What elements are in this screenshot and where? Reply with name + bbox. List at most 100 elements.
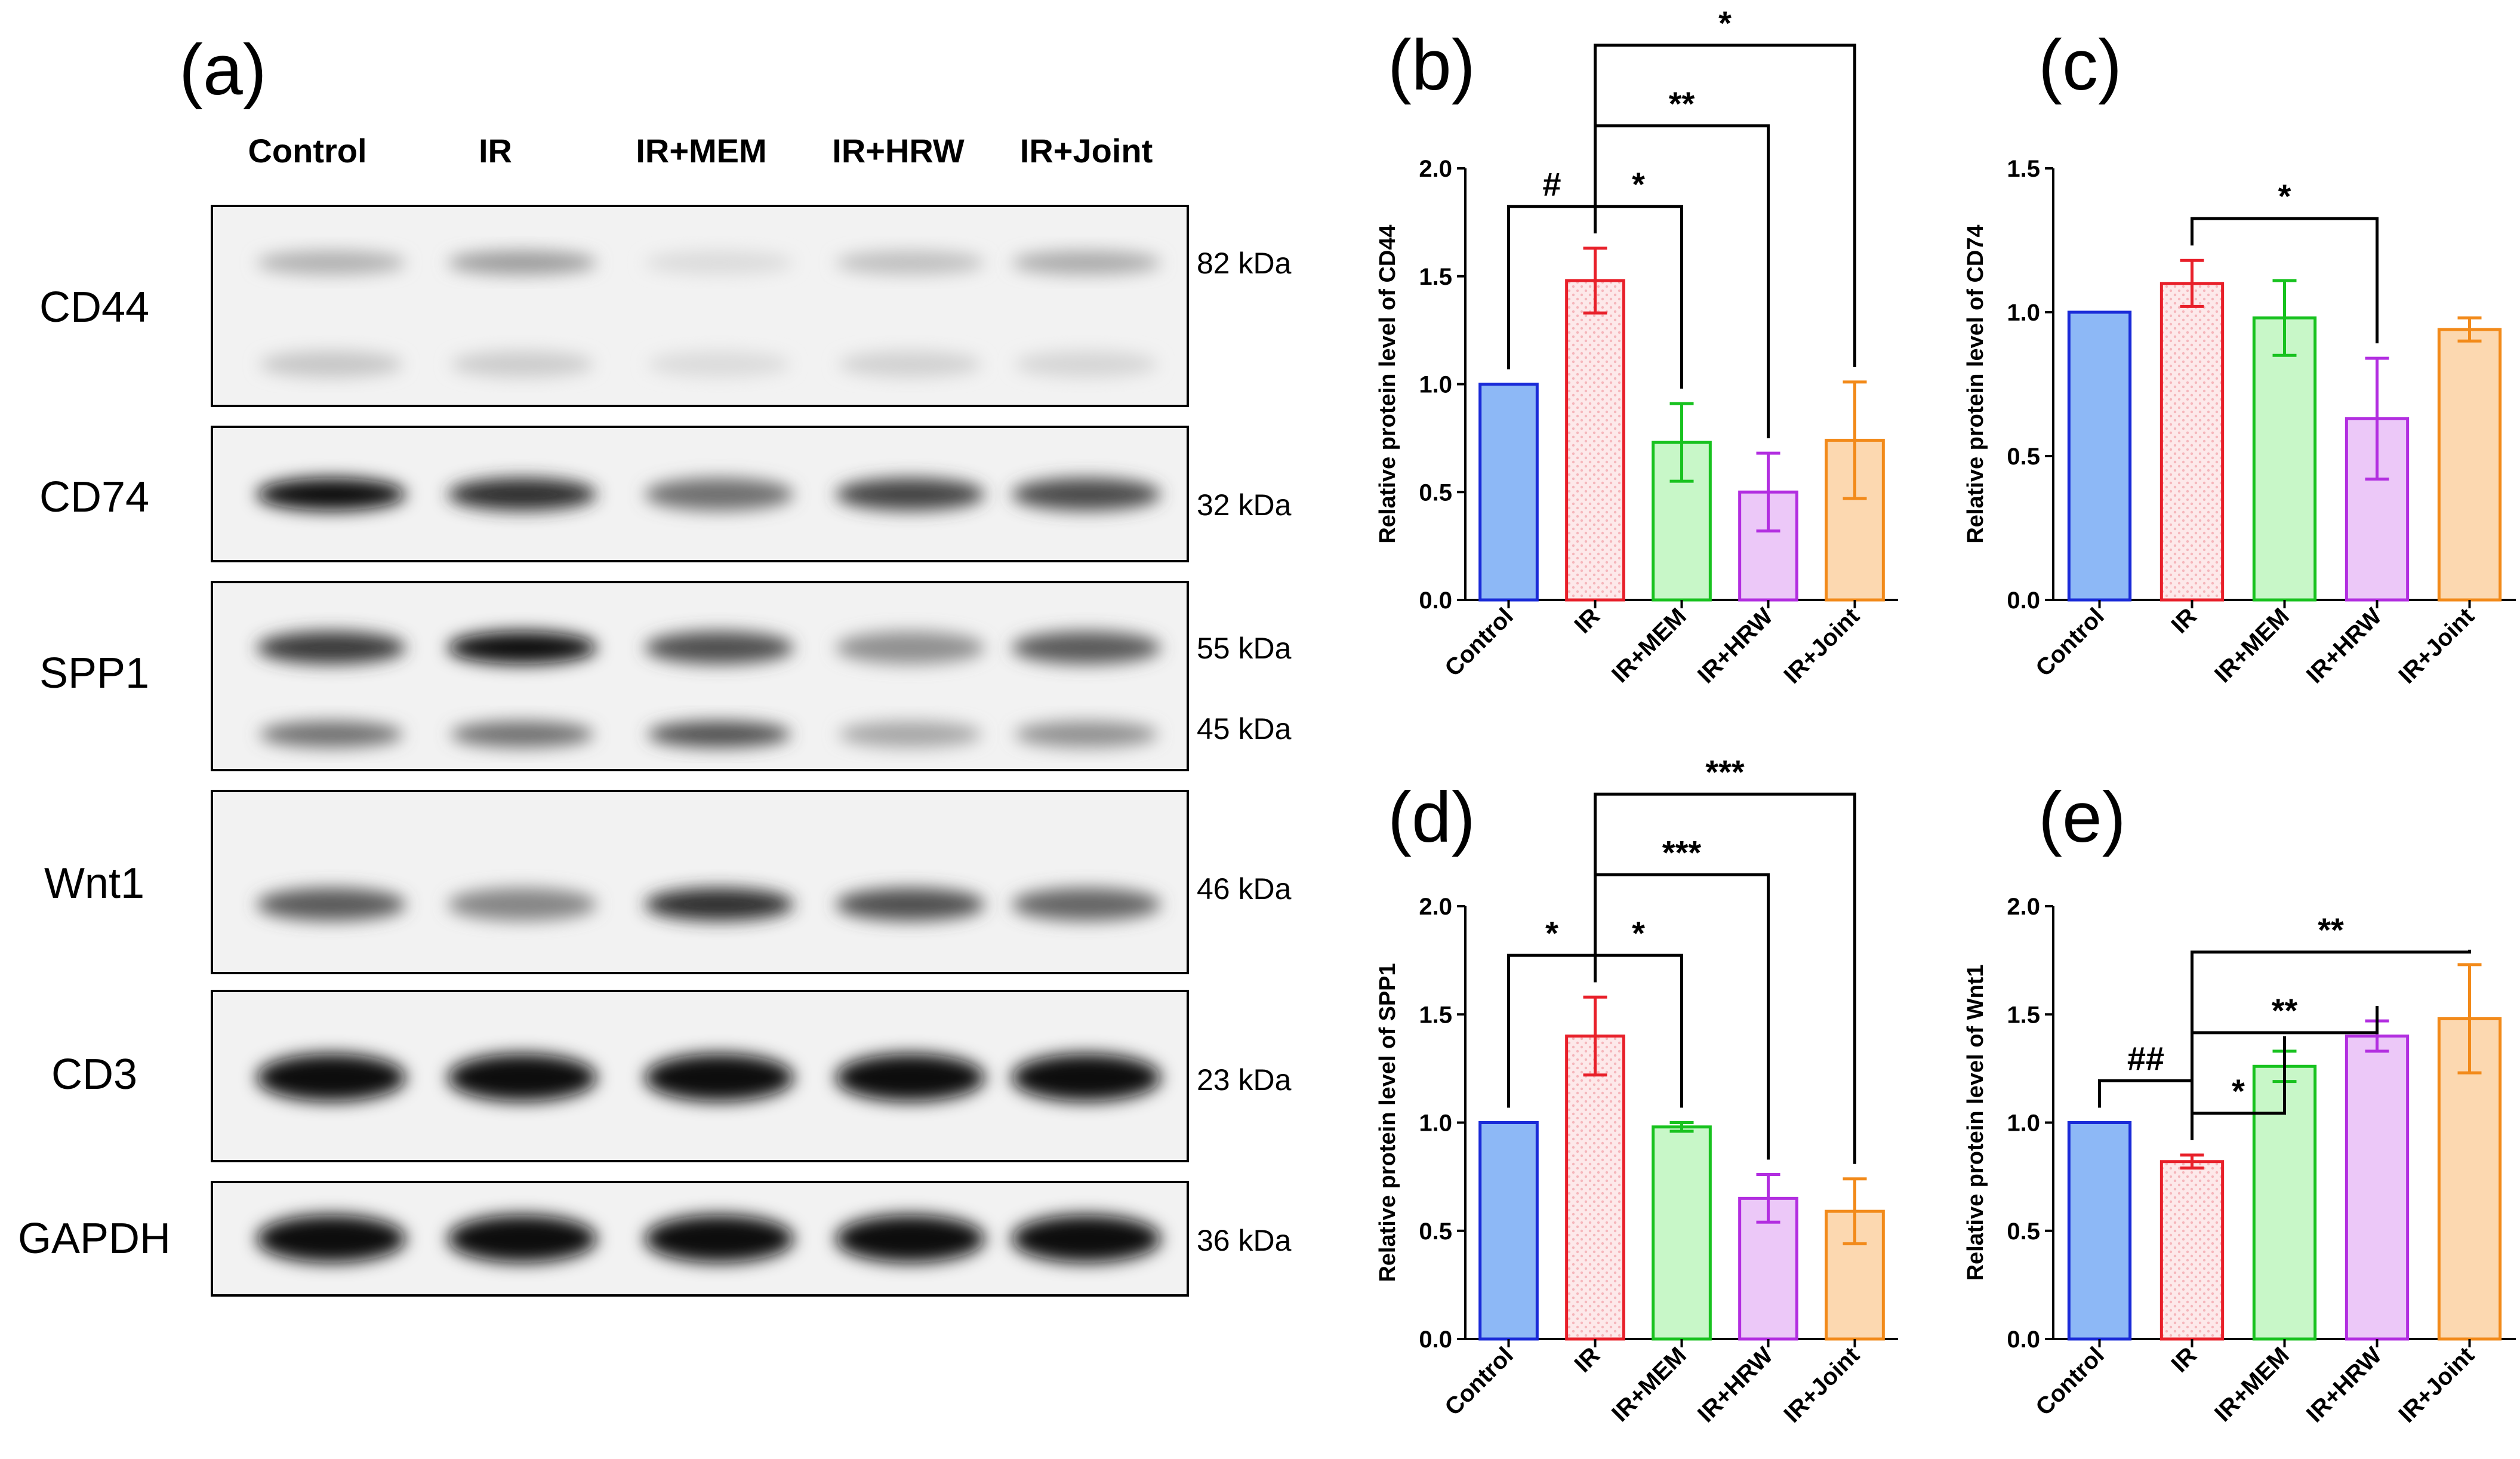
blot-band: [836, 888, 985, 921]
kda-label: 32 kDa: [1197, 488, 1292, 522]
blot-strip: [211, 205, 1189, 407]
y-tick-label: 0.5: [2007, 1218, 2040, 1245]
bar: [2345, 1035, 2410, 1341]
y-tick-label: 1.0: [1419, 1110, 1452, 1137]
lane-label: IR+Joint: [1020, 132, 1153, 170]
bar: [2437, 328, 2502, 602]
blot-strip: [211, 990, 1189, 1162]
blot-band: [257, 888, 406, 921]
blot-band: [645, 631, 794, 664]
y-tick-label: 0.5: [2007, 444, 2040, 470]
x-tick-label: IR+HRW: [1693, 603, 1778, 688]
western-blot-panel: (a) Control IR IR+MEM IR+HRW IR+Joint CD44 82 k…: [18, 30, 1292, 1297]
bar: [2067, 1121, 2132, 1341]
significance-label: *: [2232, 1072, 2245, 1110]
blot-band: [257, 1215, 406, 1263]
blot-band: [1012, 631, 1161, 664]
x-tick-label: IR+HRW: [2302, 603, 2387, 688]
y-tick-label: 1.5: [1419, 264, 1452, 290]
significance-label: #: [1542, 165, 1561, 203]
y-tick-label: 2.0: [1419, 894, 1452, 920]
panel-label: (e): [2038, 777, 2126, 857]
y-tick-label: 0.0: [2007, 1326, 2040, 1353]
y-tick-label: 1.5: [2007, 1002, 2040, 1028]
protein-label: Wnt1: [44, 860, 144, 907]
blot-band: [448, 1054, 597, 1101]
blot-band: [1012, 1054, 1161, 1101]
x-tick-label: IR: [2166, 603, 2201, 638]
kda-label: 55 kDa: [1197, 632, 1292, 665]
y-axis-label: Relative protein level of Wnt1: [1963, 965, 1988, 1281]
blot-band: [448, 631, 597, 664]
chart-3: (e) 0.0 0.5 1.0 1.5 2.0 Relative protein level…: [1963, 777, 2516, 1428]
y-tick-label: 2.0: [2007, 894, 2040, 920]
blot-band: [257, 1054, 406, 1101]
blot-band: [1012, 1215, 1161, 1263]
significance-label: *: [1718, 4, 1732, 42]
x-tick-label: IR+Joint: [2393, 603, 2479, 688]
y-axis-label: Relative protein level of CD74: [1963, 224, 1988, 543]
blot-band: [257, 631, 406, 664]
blot-strip: [211, 790, 1189, 974]
chart-1: (c) 0.0 0.5 1.0 1.5 Relative protein level of…: [1963, 25, 2516, 689]
blot-band-lower: [1015, 351, 1158, 377]
kda-label: 36 kDa: [1197, 1224, 1292, 1257]
significance-bracket: [2191, 949, 2471, 1140]
bar: [2067, 310, 2132, 602]
y-tick-label: 2.0: [1419, 156, 1452, 182]
bar: [1652, 1125, 1712, 1341]
x-tick-label: Control: [2031, 1342, 2109, 1421]
blot-band-lower: [260, 351, 403, 377]
lane-label: IR: [479, 132, 512, 170]
blot-band: [448, 888, 597, 921]
blot-strip: [211, 581, 1189, 771]
blot-frame: [211, 790, 1189, 974]
significance-label: **: [1669, 85, 1695, 122]
lane-label: IR+MEM: [636, 132, 766, 170]
significance-bracket: [1594, 792, 1856, 1164]
blot-band-lower: [1015, 721, 1158, 747]
bar: [1565, 279, 1625, 602]
x-tick-label: Control: [2031, 603, 2109, 682]
blot-band-lower: [260, 721, 403, 747]
x-tick-label: Control: [1440, 603, 1518, 682]
protein-label: CD74: [39, 473, 149, 521]
significance-label: *: [1632, 914, 1645, 952]
blot-band-lower: [648, 721, 791, 747]
significance-label: *: [2278, 177, 2291, 215]
significance-label: ***: [1662, 833, 1702, 871]
kda-label: 46 kDa: [1197, 872, 1292, 906]
blot-strip: [211, 426, 1189, 562]
y-tick-label: 0.5: [1419, 1218, 1452, 1245]
lane-label: IR+HRW: [832, 132, 965, 170]
kda-label: 82 kDa: [1197, 247, 1292, 280]
x-tick-label: IR+HRW: [1693, 1342, 1778, 1427]
significance-bracket: [2191, 217, 2379, 344]
blot-band: [836, 251, 985, 275]
blot-band-lower: [451, 351, 594, 377]
blot-band: [645, 1054, 794, 1101]
protein-label: SPP1: [39, 650, 149, 697]
bar: [1478, 1121, 1539, 1341]
panel-label: (c): [2038, 25, 2122, 105]
x-tick-label: IR+MEM: [1607, 1342, 1692, 1427]
panel-label-a: (a): [179, 30, 267, 110]
x-tick-label: IR: [2166, 1342, 2201, 1377]
blot-band-lower: [839, 351, 982, 377]
blot-band: [836, 631, 985, 664]
blot-band: [257, 251, 406, 275]
blot-band: [257, 478, 406, 511]
y-tick-label: 0.0: [2007, 587, 2040, 614]
blot-band-lower: [451, 721, 594, 747]
bar: [2159, 282, 2225, 602]
blot-band-lower: [648, 351, 791, 377]
y-axis-label: Relative protein level of SPP1: [1375, 963, 1400, 1282]
y-tick-label: 0.5: [1419, 479, 1452, 506]
significance-label: **: [2318, 911, 2344, 949]
blot-band: [1012, 888, 1161, 921]
kda-label: 23 kDa: [1197, 1063, 1292, 1097]
blot-band: [448, 478, 597, 511]
blot-band: [1012, 478, 1161, 511]
significance-label: ***: [1705, 753, 1745, 790]
